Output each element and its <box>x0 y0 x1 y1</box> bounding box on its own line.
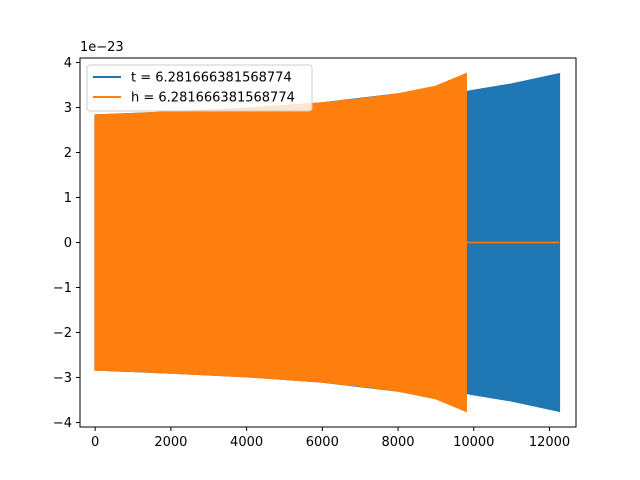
y-tick-label: 4 <box>64 56 72 71</box>
legend: t = 6.281666381568774 h = 6.2816663815687… <box>86 64 313 112</box>
y-tick-label: 3 <box>64 101 72 116</box>
x-tick-label: 6000 <box>306 435 339 450</box>
x-tick-label: 4000 <box>230 435 263 450</box>
y-tick-label: −3 <box>53 371 72 386</box>
series-layer <box>94 72 561 413</box>
x-tick-label: 12000 <box>529 435 570 450</box>
x-tick-label: 2000 <box>154 435 187 450</box>
y-tick-label: 2 <box>64 146 72 161</box>
y-offset-label: 1e−23 <box>80 40 124 55</box>
x-tick-label: 10000 <box>453 435 494 450</box>
x-tick-label: 8000 <box>381 435 414 450</box>
legend-item: h = 6.281666381568774 <box>93 91 295 106</box>
y-tick-label: −1 <box>53 281 72 296</box>
axes-layer: 0 2000 4000 6000 8000 10000 12000 −4 −3 −2 −1 0 1 2 3 4… <box>53 40 577 450</box>
legend-box <box>86 64 313 112</box>
x-tick-label: 0 <box>91 435 99 450</box>
y-tick-label: −2 <box>53 326 72 341</box>
y-tick-label: −4 <box>53 416 72 431</box>
series-oscillation-band <box>94 72 467 413</box>
legend-item: t = 6.281666381568774 <box>93 71 292 86</box>
y-tick-label: 1 <box>64 191 72 206</box>
legend-label: t = 6.281666381568774 <box>131 71 292 86</box>
legend-label: h = 6.281666381568774 <box>131 91 295 106</box>
y-tick-label: 0 <box>64 236 72 251</box>
